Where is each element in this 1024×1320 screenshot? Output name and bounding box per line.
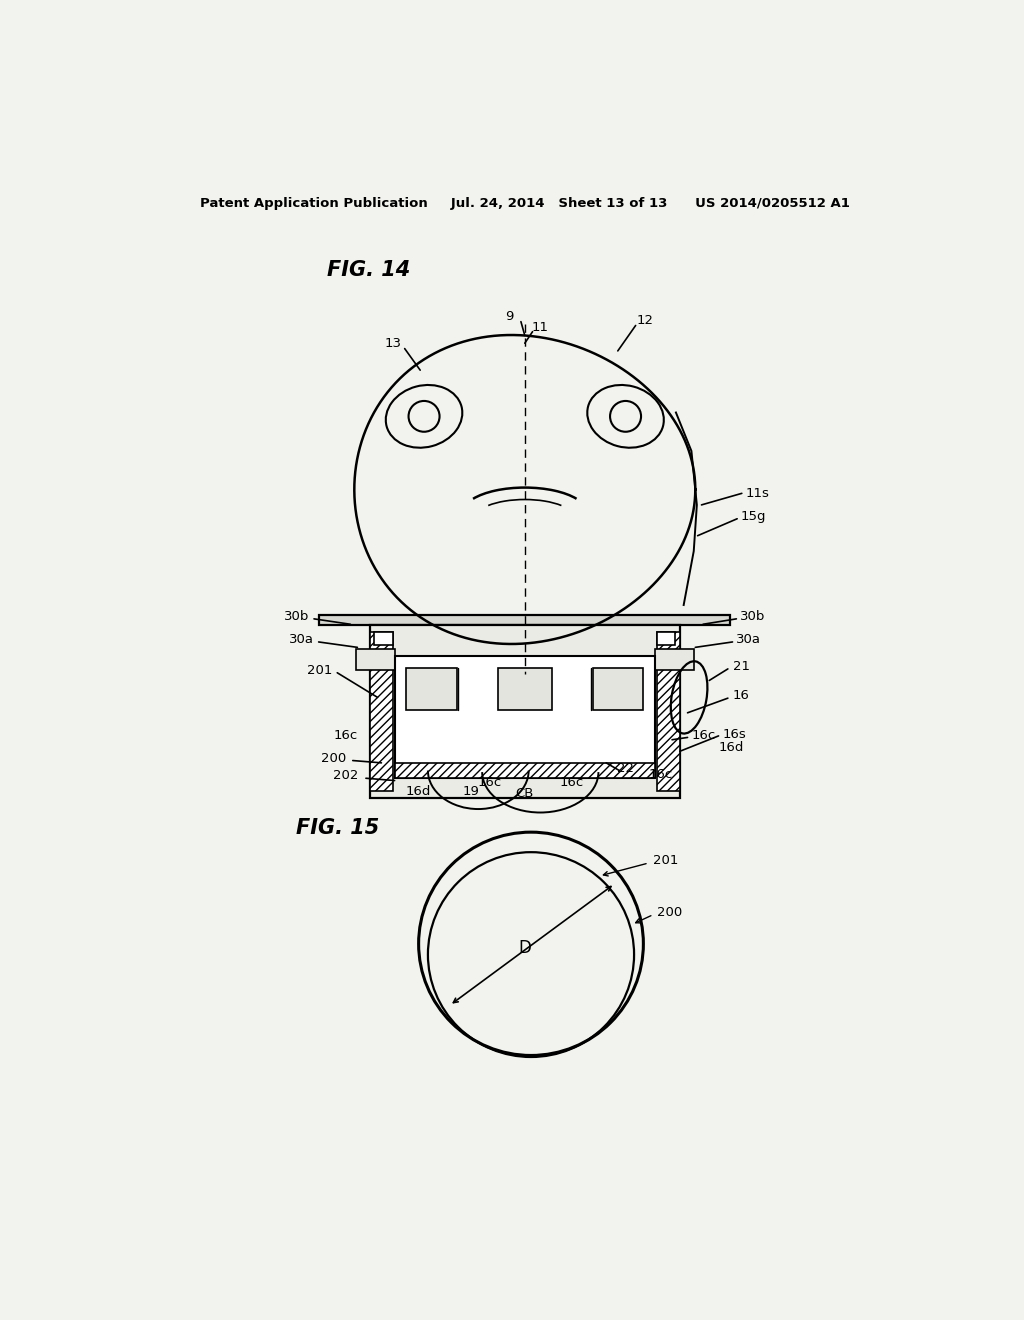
Text: FIG. 14: FIG. 14 [327,260,410,280]
Text: 30b: 30b [284,610,309,623]
Text: 16: 16 [732,689,750,702]
Bar [593,668,643,710]
Text: 201: 201 [307,664,333,677]
Text: 202: 202 [333,770,358,783]
Text: 200: 200 [322,752,346,766]
Text: 12: 12 [637,314,653,326]
Bar [407,668,457,710]
Text: 22: 22 [617,762,634,775]
Text: 11s: 11s [745,487,770,500]
Text: 30a: 30a [289,634,314,647]
Text: 200: 200 [657,907,683,920]
Text: 16d: 16d [406,785,430,797]
Text: 11: 11 [531,321,549,334]
Text: 16c: 16c [559,776,584,788]
Text: 19: 19 [462,785,479,797]
Text: 16s: 16s [722,727,746,741]
Text: 15g: 15g [740,510,766,523]
Bar [370,626,680,797]
Text: 16d: 16d [719,741,743,754]
Text: D: D [518,939,531,957]
Bar [656,631,675,645]
Text: 16c: 16c [478,776,502,788]
Text: FIG. 15: FIG. 15 [296,818,379,838]
Bar [319,615,730,626]
Text: 13: 13 [385,337,401,350]
Bar [356,648,394,671]
Bar [394,763,655,779]
Bar [375,631,393,645]
Text: 30b: 30b [740,610,766,623]
Bar [498,668,552,710]
Text: 16c: 16c [334,730,358,742]
Bar [394,656,655,779]
Bar [370,631,393,792]
Text: 9: 9 [505,310,513,323]
Text: 21: 21 [732,660,750,673]
Text: 30a: 30a [736,634,762,647]
Text: CB: CB [516,787,534,800]
Bar [656,631,680,792]
Bar [655,648,693,671]
Text: 16c: 16c [691,730,716,742]
Text: Patent Application Publication     Jul. 24, 2014   Sheet 13 of 13      US 2014/0: Patent Application Publication Jul. 24, … [200,197,850,210]
Text: 16c: 16c [648,768,673,781]
Text: 201: 201 [653,854,679,867]
